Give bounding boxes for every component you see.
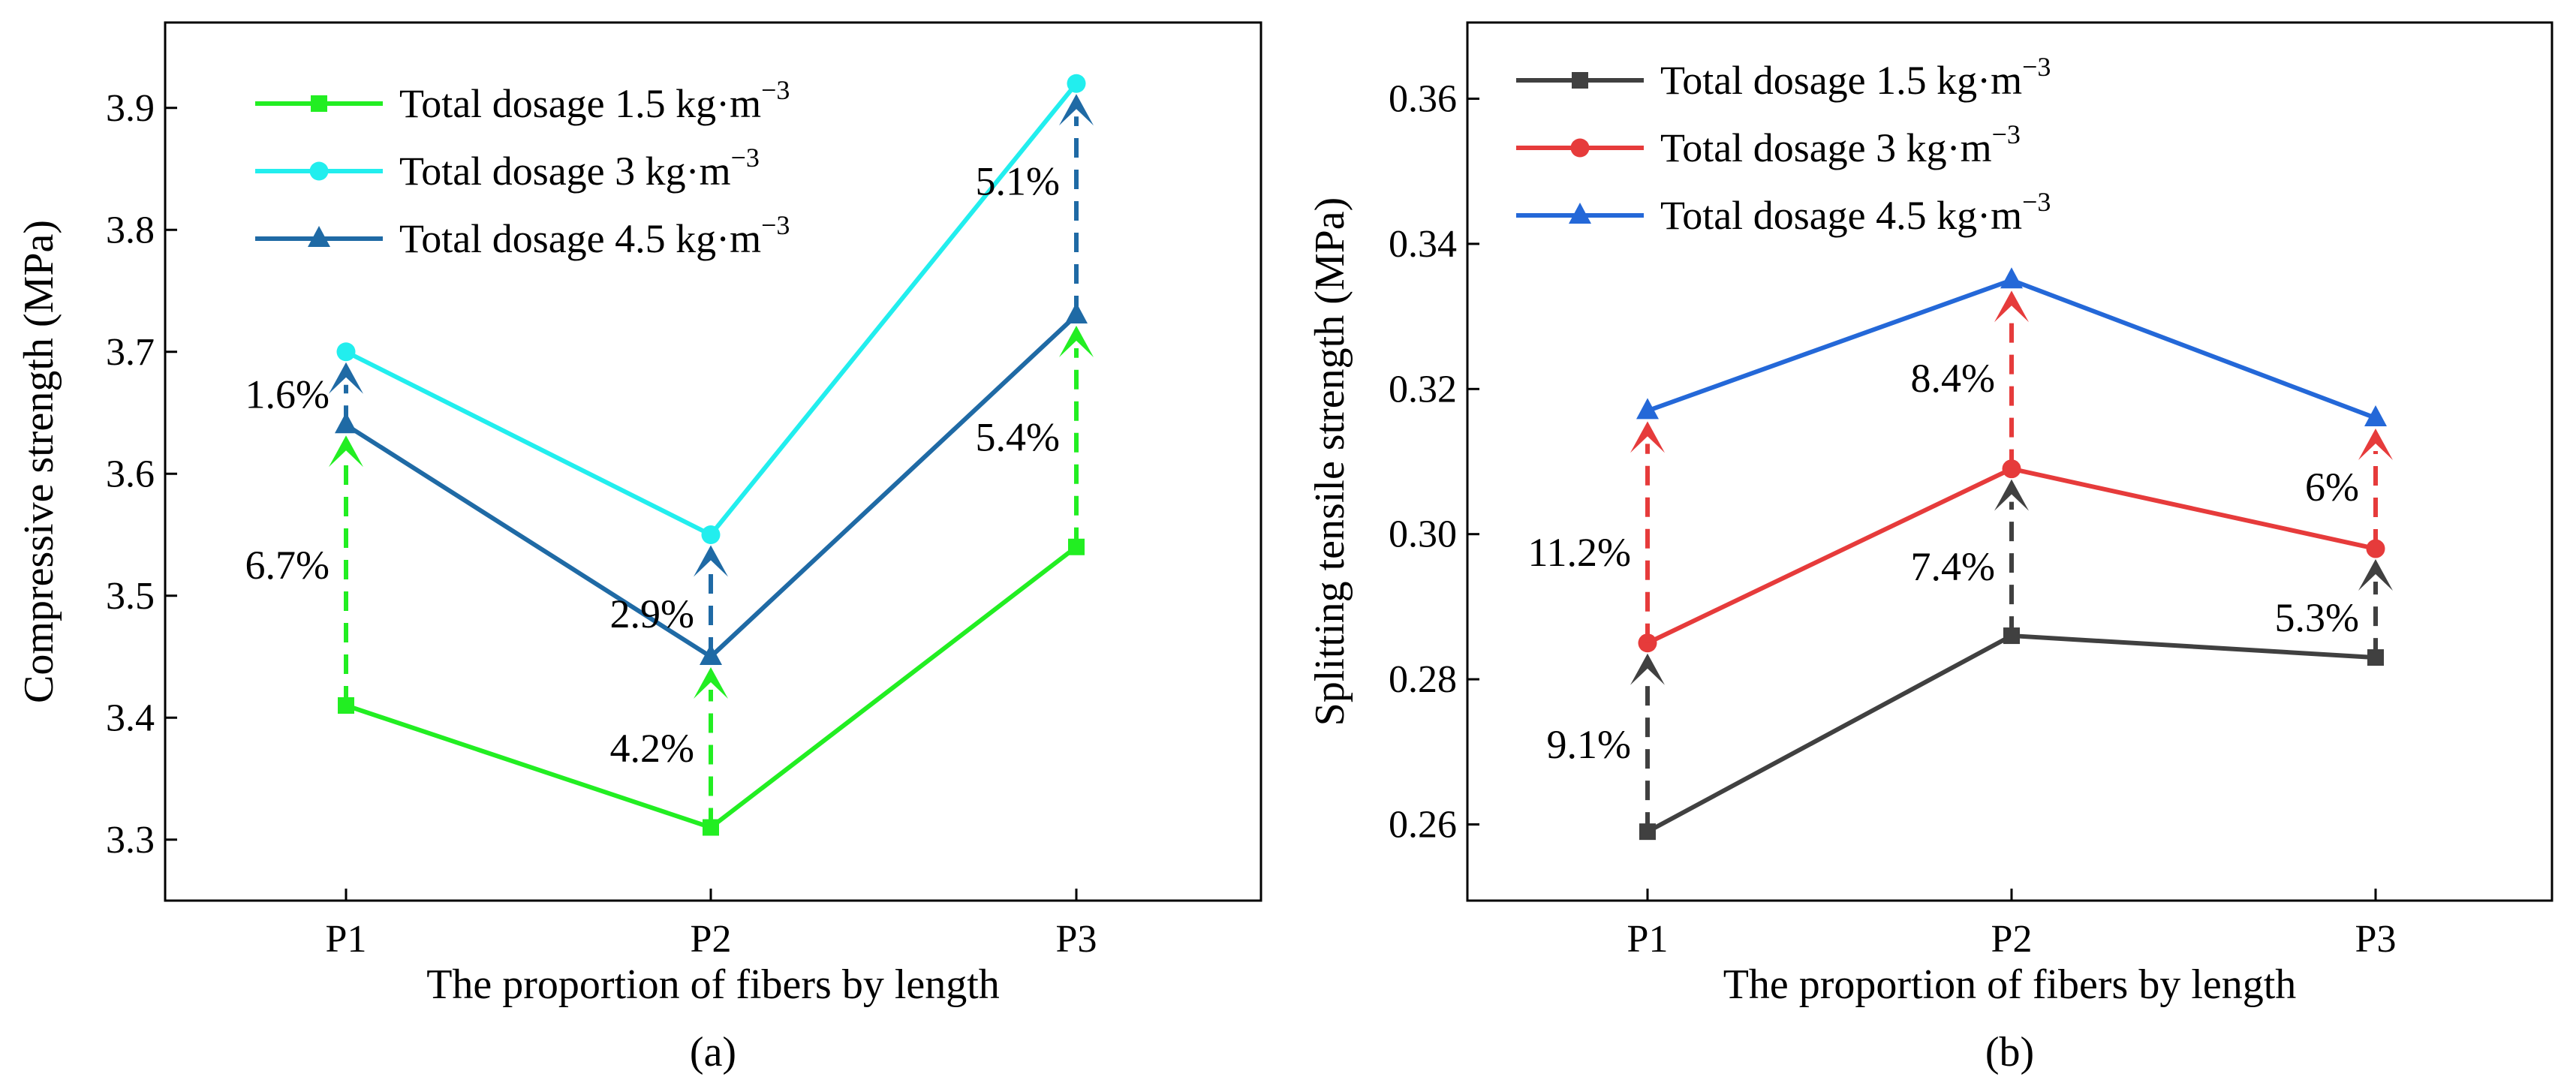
legend-superscript: −3: [2022, 187, 2051, 217]
x-tick-label: P3: [2355, 918, 2397, 961]
x-tick-label: P2: [1991, 918, 2033, 961]
legend-entry: Total dosage 1.5 kg·m−3: [399, 75, 790, 126]
y-tick-label: 3.8: [106, 209, 155, 251]
increase-label: 1.6%: [245, 372, 330, 417]
increase-label: 11.2%: [1528, 530, 1631, 575]
panel-caption: (a): [690, 1029, 736, 1075]
legend-marker: [311, 95, 327, 112]
data-point: [336, 342, 356, 362]
panel-caption: (b): [1985, 1029, 2034, 1075]
data-point: [1636, 398, 1659, 420]
x-tick-label: P1: [1627, 918, 1669, 961]
increase-label: 2.9%: [610, 591, 694, 636]
chart-b: 0.26 0.28 0.30 0.32 0.34 0.36 P1 P2 P3 The propor…: [1307, 21, 2553, 1075]
plot-frame: [1466, 21, 2553, 902]
series-line-3: [345, 313, 1079, 659]
legend-superscript: −3: [2022, 52, 2051, 82]
increase-label: 9.1%: [1547, 722, 1631, 767]
y-tick-label: 3.5: [106, 575, 155, 618]
increase-arrow-head: [329, 435, 363, 468]
increase-label: 6.7%: [245, 543, 330, 588]
increase-label: 6%: [2305, 465, 2359, 510]
y-tick-label: 0.34: [1389, 223, 1457, 266]
legend-entry: Total dosage 3 kg·m−3: [399, 143, 760, 194]
y-tick-label: 3.6: [106, 453, 155, 495]
y-tick-label: 0.32: [1389, 368, 1457, 411]
y-tick-label: 3.9: [106, 87, 155, 130]
x-tick-label: P1: [326, 918, 367, 961]
increase-arrow-head: [1630, 421, 1665, 453]
increase-arrow-head: [2358, 559, 2393, 591]
x-tick-label: P2: [691, 918, 732, 961]
y-tick-label: 0.28: [1389, 658, 1457, 701]
increase-arrow-head: [1059, 94, 1094, 126]
increase-label: 5.3%: [2275, 595, 2359, 640]
increase-arrow-head: [1059, 326, 1094, 357]
y-tick-label: 0.36: [1389, 78, 1457, 121]
x-axis-title: The proportion of fibers by length: [1723, 961, 2297, 1008]
data-point: [701, 525, 721, 544]
legend-entry: Total dosage 4.5 kg·m−3: [1660, 187, 2051, 238]
increase-label: 5.4%: [976, 415, 1060, 460]
increase-label: 4.2%: [610, 726, 694, 771]
series-line-1: [1646, 633, 2376, 834]
legend-marker: [309, 161, 329, 181]
legend-superscript: −3: [1992, 119, 2021, 149]
legend-superscript: −3: [761, 210, 790, 240]
legend-entry: Total dosage 4.5 kg·m−3: [399, 210, 790, 261]
increase-arrow-head: [2358, 428, 2393, 460]
legend-marker: [1572, 72, 1588, 89]
y-axis-title: Compressive strength (MPa): [16, 220, 62, 703]
legend-entry: Total dosage 1.5 kg·m−3: [1660, 52, 2051, 103]
data-point: [2000, 267, 2023, 289]
increase-arrow-head: [694, 545, 728, 577]
legend-superscript: −3: [761, 75, 790, 105]
chart-a: 3.3 3.4 3.5 3.6 3.7 3.8 3.9 P1 P2 P3 The proportio…: [16, 21, 1262, 1075]
increase-arrow-head: [1630, 653, 1665, 685]
data-point: [1067, 74, 1086, 93]
increase-label: 5.1%: [976, 158, 1060, 203]
increase-label: 7.4%: [1911, 544, 1995, 589]
x-axis-title: The proportion of fibers by length: [426, 961, 1000, 1008]
y-tick-label: 0.26: [1389, 803, 1457, 846]
plot-frame: [164, 21, 1262, 902]
y-axis-title: Splitting tensile strength (MPa): [1307, 197, 1353, 726]
increase-arrow-head: [329, 362, 363, 394]
y-tick-label: 0.30: [1389, 513, 1457, 556]
legend-marker: [1569, 203, 1591, 224]
increase-label: 8.4%: [1911, 356, 1995, 401]
legend-superscript: −3: [731, 143, 760, 173]
legend-marker: [308, 226, 330, 247]
increase-arrow-head: [1994, 290, 2029, 323]
data-point: [2364, 405, 2387, 426]
x-tick-label: P3: [1056, 918, 1097, 961]
increase-arrow-head: [1994, 479, 2029, 511]
y-tick-label: 3.7: [106, 331, 155, 374]
legend-entry: Total dosage 3 kg·m−3: [1660, 119, 2021, 170]
legend-marker: [1570, 138, 1590, 158]
y-tick-label: 3.3: [106, 819, 155, 862]
increase-arrow-head: [694, 667, 728, 699]
y-tick-label: 3.4: [106, 696, 155, 739]
